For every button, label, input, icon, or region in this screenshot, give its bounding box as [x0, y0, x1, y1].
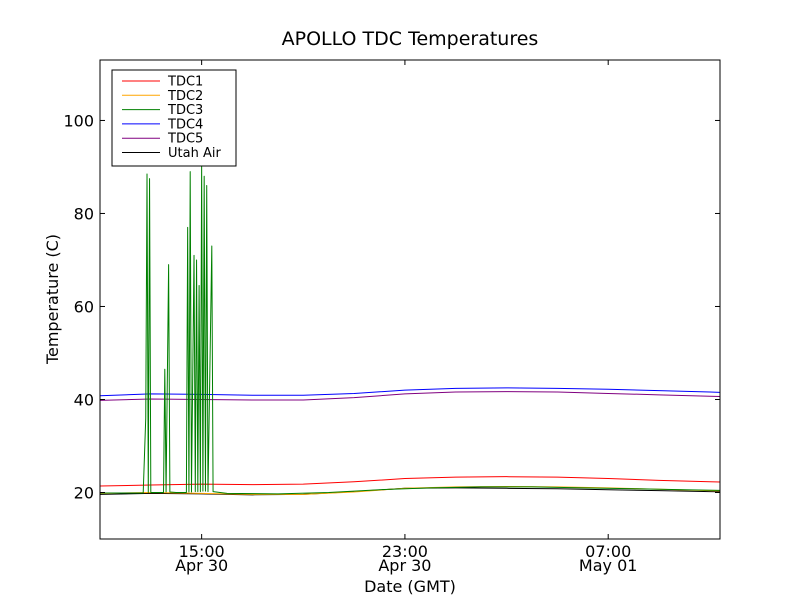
x-tick-date-label: Apr 30	[378, 556, 431, 575]
y-tick-label: 100	[63, 111, 94, 130]
x-tick-date-label: Apr 30	[175, 556, 228, 575]
y-axis-title: Temperature (C)	[43, 234, 62, 365]
series-line-tdc1	[100, 476, 720, 487]
plot-frame	[99, 59, 721, 540]
series-layer	[100, 164, 720, 496]
y-tick-label: 40	[74, 390, 94, 409]
x-tick-date-label: May 01	[579, 556, 638, 575]
series-line-tdc5	[100, 391, 720, 401]
legend-label-tdc1: TDC1	[167, 75, 203, 90]
legend-label-utah-air: Utah Air	[168, 146, 221, 161]
y-tick-label: 80	[74, 204, 94, 223]
x-tick-time-label: 15:00	[179, 542, 225, 561]
y-tick-label: 60	[74, 297, 94, 316]
legend-label-tdc5: TDC5	[167, 132, 203, 147]
x-tick-time-label: 23:00	[382, 542, 428, 561]
y-tick-label: 20	[74, 483, 94, 502]
legend-label-tdc2: TDC2	[167, 89, 203, 104]
chart-title: APOLLO TDC Temperatures	[282, 28, 539, 50]
x-tick-time-label: 07:00	[585, 542, 631, 561]
legend-label-tdc3: TDC3	[167, 103, 203, 118]
x-axis-title: Date (GMT)	[364, 577, 456, 596]
legend-box	[111, 69, 237, 167]
series-line-tdc3	[100, 164, 720, 495]
series-line-tdc4	[100, 387, 720, 397]
legend-label-tdc4: TDC4	[167, 117, 203, 132]
